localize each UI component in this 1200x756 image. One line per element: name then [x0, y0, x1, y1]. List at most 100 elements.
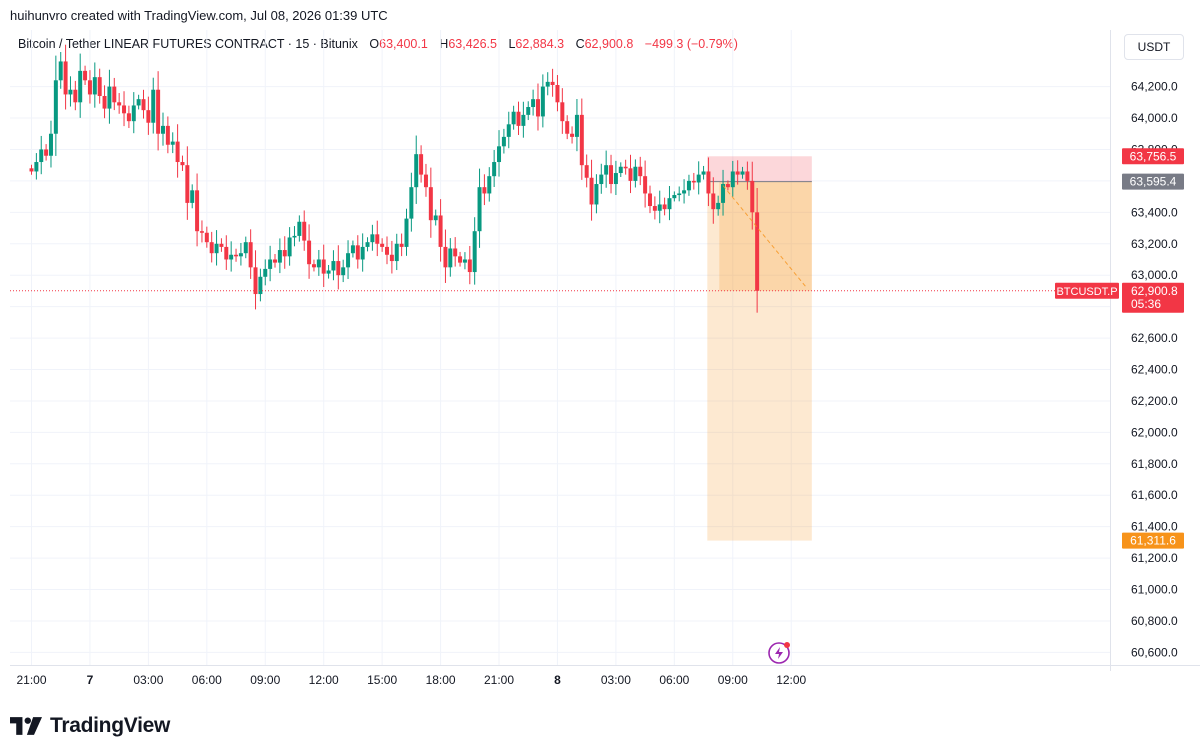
candle-body: [350, 245, 355, 254]
candle-body: [531, 99, 536, 108]
candle-body: [122, 105, 127, 114]
candle-body: [691, 180, 696, 183]
candle-body: [126, 113, 131, 122]
candle-body: [63, 61, 68, 95]
entry-price-badge: 63,595.4: [1130, 175, 1177, 189]
entry-price-badge-bg: [1122, 173, 1184, 190]
candle-body: [423, 174, 428, 188]
candle-body: [29, 168, 34, 172]
candle-body: [613, 173, 618, 185]
price-tick-label: 62,600.0: [1131, 331, 1178, 345]
candle-body: [711, 193, 716, 210]
price-tick-label: 62,200.0: [1131, 394, 1178, 408]
candle-body: [253, 267, 258, 295]
time-tick-label: 21:00: [484, 673, 514, 687]
time-tick-label: 18:00: [426, 673, 456, 687]
candle-body: [97, 77, 102, 97]
candle-body: [341, 267, 346, 276]
candle-body: [584, 165, 589, 178]
currency-button[interactable]: USDT: [1124, 34, 1184, 60]
candle-body: [307, 240, 312, 265]
candle-body: [326, 270, 331, 274]
candle-body: [209, 242, 214, 254]
candle-body: [385, 246, 390, 255]
candle-body: [682, 190, 687, 194]
candle-body: [550, 81, 555, 86]
candle-body: [589, 177, 594, 205]
candle-body: [740, 171, 745, 175]
symbol-badge: BTCUSDT.P: [1056, 286, 1117, 298]
candle-body: [643, 176, 648, 194]
candle-body: [647, 193, 652, 207]
candle-body: [297, 221, 302, 236]
candle-body: [462, 259, 467, 263]
candle-body: [497, 146, 502, 163]
price-tick-label: 62,400.0: [1131, 363, 1178, 377]
candle-body: [92, 77, 97, 95]
candle-body: [321, 259, 326, 274]
candle-body: [68, 89, 73, 95]
profit-target-zone: [707, 181, 812, 541]
candle-body: [604, 165, 609, 175]
candle-body: [180, 162, 185, 166]
candle-body: [214, 243, 219, 254]
candle-body: [83, 70, 88, 81]
lightning-icon: [775, 647, 783, 659]
price-tick-label: 63,200.0: [1131, 237, 1178, 251]
change-value: −499.3 (−0.79%): [644, 37, 738, 51]
candle-body: [672, 195, 677, 199]
candle-body: [657, 204, 662, 211]
chart-canvas[interactable]: 64,200.064,000.063,800.063,600.063,400.0…: [0, 0, 1200, 700]
candle-body: [263, 268, 268, 277]
candle-body: [623, 166, 628, 169]
price-tick-label: 61,400.0: [1131, 520, 1178, 534]
candle-body: [725, 184, 730, 188]
candle-body: [277, 250, 282, 263]
candle-body: [175, 141, 180, 163]
candle-body: [428, 187, 433, 221]
time-tick-label: 8: [554, 673, 561, 687]
tradingview-logo[interactable]: TradingView: [10, 712, 170, 740]
price-tick-label: 64,200.0: [1131, 80, 1178, 94]
candle-body: [696, 174, 701, 183]
candle-body: [570, 133, 575, 137]
close-label: C: [575, 37, 585, 51]
candle-body: [521, 114, 526, 126]
candle-body: [677, 193, 682, 196]
candle-body: [526, 107, 531, 115]
candle-body: [302, 221, 307, 241]
last-price-countdown: 05:36: [1131, 297, 1161, 311]
time-tick-label: 03:00: [601, 673, 631, 687]
short-position-tool[interactable]: [707, 156, 812, 541]
candle-body: [443, 246, 448, 268]
candle-body: [745, 171, 750, 181]
candle-body: [448, 248, 453, 268]
candle-body: [365, 242, 370, 247]
candle-body: [472, 231, 477, 273]
time-tick-label: 09:00: [718, 673, 748, 687]
candle-body: [185, 165, 190, 203]
candle-body: [224, 246, 229, 260]
candle-body: [234, 254, 239, 257]
candle-body: [287, 237, 292, 257]
candle-body: [58, 61, 63, 81]
candle-body: [87, 80, 92, 95]
last-price-value: 62,900.8: [1131, 284, 1178, 298]
candle-body: [730, 171, 735, 188]
candle-body: [331, 261, 336, 271]
price-tick-label: 60,600.0: [1131, 645, 1178, 659]
candle-body: [394, 243, 399, 262]
time-tick-label: 21:00: [16, 673, 46, 687]
candle-body: [282, 250, 287, 257]
price-tick-label: 63,400.0: [1131, 205, 1178, 219]
candle-body: [370, 234, 375, 243]
candle-body: [404, 218, 409, 247]
price-axis[interactable]: 64,200.064,000.063,800.063,600.063,400.0…: [1055, 30, 1184, 671]
candle-body: [117, 102, 122, 106]
candle-body: [136, 99, 141, 106]
symbol-title[interactable]: Bitcoin / Tether LINEAR FUTURES CONTRACT…: [18, 37, 358, 51]
price-tick-label: 61,000.0: [1131, 583, 1178, 597]
stop-loss-zone: [707, 156, 812, 182]
candle-body: [248, 242, 253, 268]
time-axis[interactable]: 21:00 7 03:00 06:00 09:00 12:00 15:00 18:00 21:0…: [10, 642, 1200, 687]
